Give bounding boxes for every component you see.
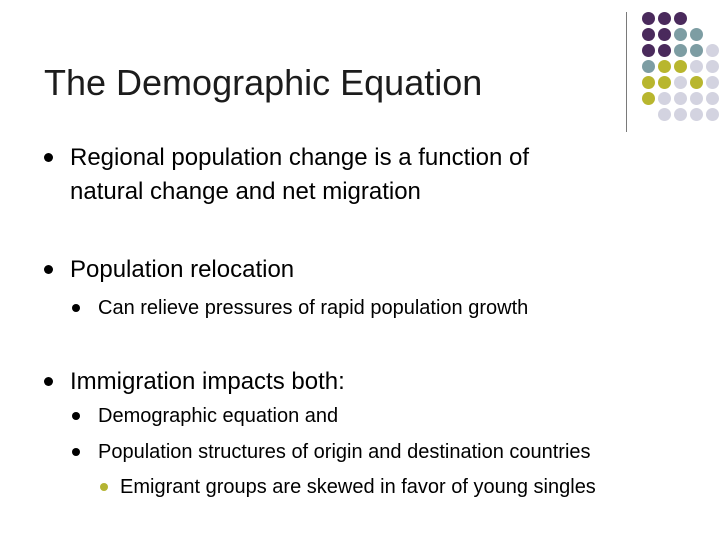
slide-title: The Demographic Equation bbox=[44, 62, 483, 103]
decorative-dot bbox=[705, 43, 719, 57]
decorative-dot bbox=[657, 43, 671, 57]
bullet-marker bbox=[72, 448, 80, 456]
decorative-dot bbox=[657, 91, 671, 105]
bullet-marker bbox=[44, 377, 53, 386]
bullet-text: Population relocation bbox=[70, 256, 295, 283]
decorative-dot bbox=[657, 11, 671, 25]
decorative-dot-grid bbox=[0, 0, 720, 150]
decorative-dot bbox=[641, 11, 655, 25]
decorative-dot bbox=[673, 75, 687, 89]
bullet-marker bbox=[44, 265, 53, 274]
bullet-text: Immigration impacts both: bbox=[70, 368, 345, 395]
decorative-dot bbox=[705, 91, 719, 105]
decorative-dot bbox=[705, 75, 719, 89]
bullet-text: natural change and net migration bbox=[70, 178, 421, 205]
decorative-dot bbox=[641, 75, 655, 89]
decorative-dot bbox=[673, 91, 687, 105]
decorative-dot bbox=[673, 11, 687, 25]
decorative-dot bbox=[689, 27, 703, 41]
bullet-marker bbox=[100, 483, 108, 491]
bullet-marker bbox=[44, 153, 53, 162]
decorative-dot bbox=[689, 43, 703, 57]
decorative-dot bbox=[689, 91, 703, 105]
decorative-dot bbox=[657, 75, 671, 89]
bullet-text: Regional population change is a function… bbox=[70, 144, 529, 171]
decorative-dot bbox=[673, 43, 687, 57]
title-divider-line bbox=[626, 12, 627, 132]
decorative-dot bbox=[705, 59, 719, 73]
decorative-dot bbox=[689, 59, 703, 73]
decorative-dot bbox=[673, 59, 687, 73]
decorative-dot bbox=[641, 59, 655, 73]
decorative-dot bbox=[641, 27, 655, 41]
bullet-text: Can relieve pressures of rapid populatio… bbox=[98, 297, 529, 319]
decorative-dot bbox=[705, 107, 719, 121]
bullet-text: Demographic equation and bbox=[98, 405, 339, 427]
decorative-dot bbox=[673, 107, 687, 121]
decorative-dot bbox=[657, 27, 671, 41]
bullet-text: Population structures of origin and dest… bbox=[98, 441, 591, 463]
decorative-dot bbox=[689, 107, 703, 121]
decorative-dot bbox=[641, 43, 655, 57]
decorative-dot bbox=[641, 91, 655, 105]
bullet-marker bbox=[72, 412, 80, 420]
decorative-dot bbox=[657, 107, 671, 121]
decorative-dot bbox=[673, 27, 687, 41]
decorative-dot bbox=[657, 59, 671, 73]
bullet-marker bbox=[72, 304, 80, 312]
decorative-dot bbox=[689, 75, 703, 89]
bullet-text: Emigrant groups are skewed in favor of y… bbox=[120, 476, 596, 498]
